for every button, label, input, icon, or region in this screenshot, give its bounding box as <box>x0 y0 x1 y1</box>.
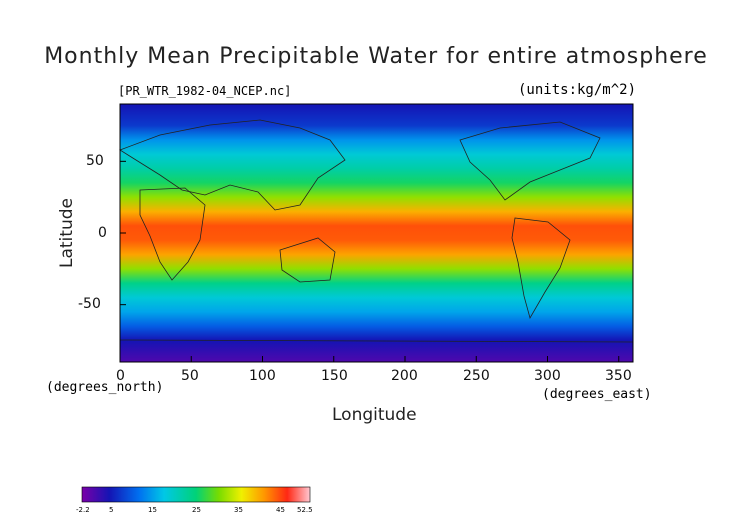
colorbar-frame <box>81 486 311 503</box>
coastlines <box>119 119 634 343</box>
x-tick-label: 0 <box>116 368 125 384</box>
file-label: [PR_WTR_1982-04_NCEP.nc] <box>118 84 292 98</box>
y-tick-label: 50 <box>86 153 104 169</box>
colorbar-tick-label: 35 <box>234 506 243 514</box>
colorbar-gradient-bar <box>82 487 310 502</box>
y-tick-label: 0 <box>98 225 107 241</box>
chart-title: Monthly Mean Precipitable Water for enti… <box>44 44 708 69</box>
colorbar-tick-label: -2.2 <box>76 506 90 514</box>
colorbar-tick-label: 52.5 <box>297 506 313 514</box>
y-axis <box>120 160 126 306</box>
y-unit-label: (degrees_north) <box>46 380 164 395</box>
colorbar-tick-label: 25 <box>192 506 201 514</box>
x-tick-label: 350 <box>605 368 632 384</box>
y-axis-title: Latitude <box>57 198 77 268</box>
x-axis-title: Longitude <box>332 405 417 425</box>
australia-outline <box>279 237 336 283</box>
precipitable-water-field <box>120 104 633 362</box>
units-label: (units:kg/m^2) <box>518 82 637 98</box>
africa-outline <box>139 187 206 281</box>
colorbar-tick-label: 45 <box>276 506 285 514</box>
x-tick-label: 150 <box>321 368 348 384</box>
colorbar-tick-label: 5 <box>109 506 114 514</box>
y-tick-label: -50 <box>78 296 101 312</box>
north-america-outline <box>459 121 601 201</box>
x-tick-label: 200 <box>391 368 418 384</box>
colorbar-tick-label: 15 <box>148 506 157 514</box>
eurasia-outline <box>119 119 346 211</box>
x-unit-label: (degrees_east) <box>542 387 652 402</box>
south-america-outline <box>511 217 571 320</box>
antarctica-outline <box>119 339 634 343</box>
x-tick-label: 50 <box>181 368 199 384</box>
x-tick-label: 100 <box>249 368 276 384</box>
colorbar <box>81 486 311 503</box>
x-tick-label: 250 <box>463 368 490 384</box>
x-tick-label: 300 <box>534 368 561 384</box>
x-axis <box>119 356 620 362</box>
